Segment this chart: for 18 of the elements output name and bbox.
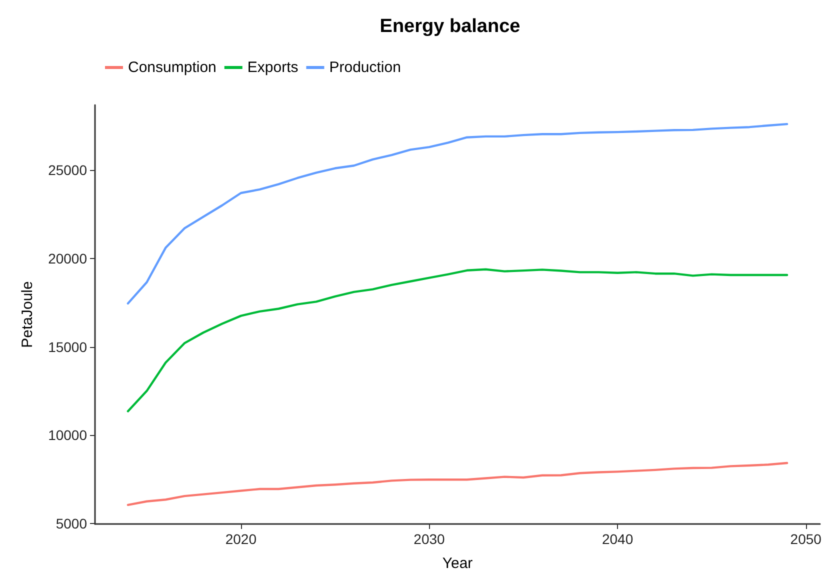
legend-label: Production <box>329 59 401 76</box>
chart-title: Energy balance <box>380 16 520 37</box>
x-tick-label: 2040 <box>602 531 634 547</box>
line-series <box>126 462 788 506</box>
y-tick-label: 5000 <box>56 515 88 532</box>
x-tick-label: 2030 <box>414 531 446 547</box>
legend-label: Exports <box>247 59 298 76</box>
x-tick-label: 2020 <box>225 531 257 547</box>
x-axis-title: Year <box>442 555 473 572</box>
line-series <box>126 122 788 305</box>
y-tick-label: 15000 <box>48 338 88 355</box>
y-tick-label: 25000 <box>48 162 88 178</box>
y-axis-title: PetaJoule <box>19 281 36 348</box>
legend-label: Consumption <box>128 59 216 76</box>
y-tick-label: 20000 <box>48 250 88 266</box>
y-tick-label: 10000 <box>48 427 88 444</box>
line-series <box>126 268 788 412</box>
x-tick-label: 2050 <box>790 531 822 547</box>
